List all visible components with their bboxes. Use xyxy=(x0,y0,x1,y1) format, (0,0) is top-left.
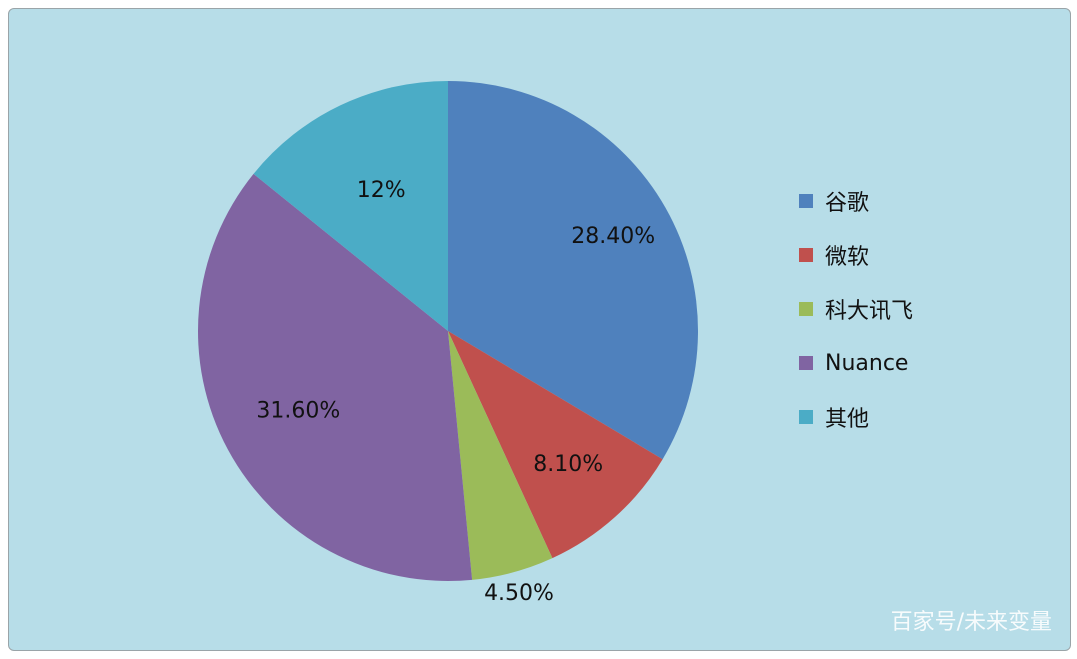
slice-microsoft xyxy=(448,331,663,559)
value-label-other: 12% xyxy=(357,178,406,203)
value-label-iflytek: 4.50% xyxy=(484,581,554,606)
value-label-google: 28.40% xyxy=(571,224,655,249)
pie-chart: 28.40% 8.10% 4.50% 31.60% 12% xyxy=(197,81,699,606)
slice-nuance xyxy=(197,173,473,582)
legend-label: 微软 xyxy=(825,245,870,270)
legend-label: 谷歌 xyxy=(825,191,870,216)
legend-item-iflytek: 科大讯飞 xyxy=(799,282,913,336)
legend-label: 科大讯飞 xyxy=(825,299,914,324)
legend-swatch xyxy=(799,248,813,262)
legend-label: Nuance xyxy=(825,350,909,376)
pie-value-labels: 28.40% 8.10% 4.50% 31.60% 12% xyxy=(256,178,655,606)
value-label-microsoft: 8.10% xyxy=(533,452,603,477)
legend-swatch xyxy=(799,356,813,370)
value-label-nuance: 31.60% xyxy=(256,399,340,424)
legend-item-microsoft: 微软 xyxy=(799,228,913,282)
legend-swatch xyxy=(799,302,813,316)
watermark: 百家号/未来变量 xyxy=(890,610,1052,635)
legend: 谷歌 微软 科大讯飞 Nuance 其他 xyxy=(799,174,913,444)
legend-item-nuance: Nuance xyxy=(799,336,913,390)
pie-slices xyxy=(197,81,699,582)
legend-swatch xyxy=(799,194,813,208)
legend-item-google: 谷歌 xyxy=(799,174,913,228)
chart-area: 28.40% 8.10% 4.50% 31.60% 12% 谷歌 微软 科大讯飞 Nua… xyxy=(8,8,1071,651)
legend-swatch xyxy=(799,410,813,424)
slice-other xyxy=(253,81,448,331)
slice-google xyxy=(448,81,699,460)
legend-label: 其他 xyxy=(825,407,870,432)
slice-iflytek xyxy=(448,331,553,580)
legend-item-other: 其他 xyxy=(799,390,913,444)
